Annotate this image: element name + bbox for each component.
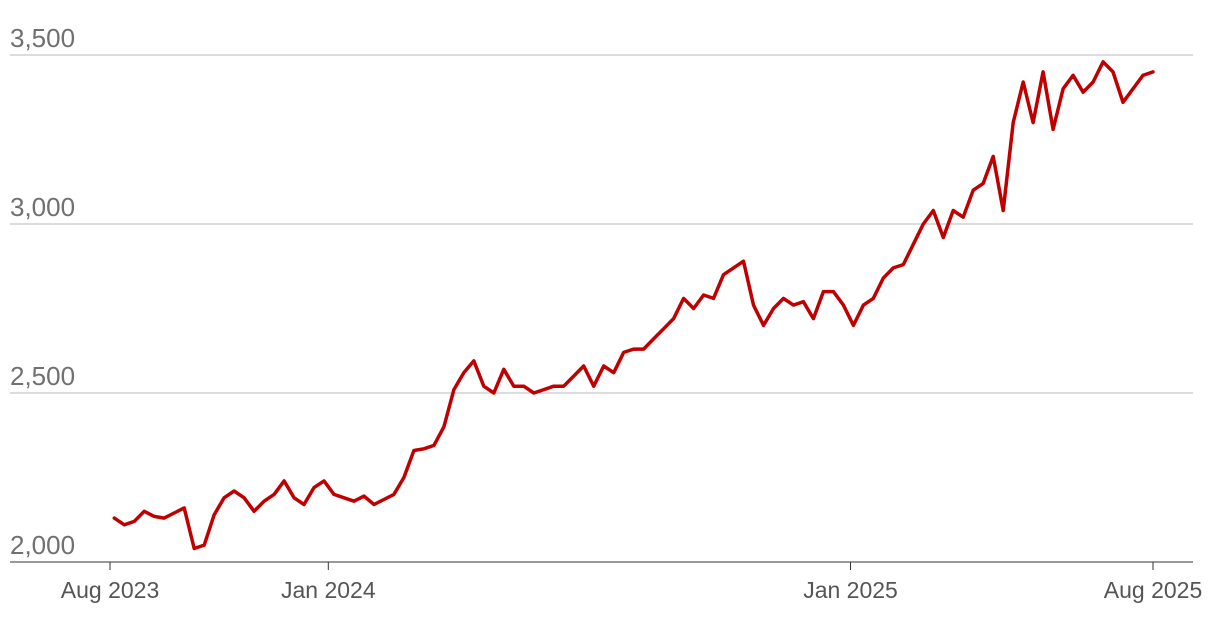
x-tick-label: Jan 2024 (281, 577, 376, 603)
y-tick-label: 2,500 (10, 361, 75, 391)
x-axis: Aug 2023 Jan 2024 Jan 2025 Aug 2025 (61, 562, 1202, 603)
x-tick-label: Aug 2025 (1104, 577, 1202, 603)
y-axis-labels: 2,000 2,500 3,000 3,500 (10, 23, 75, 560)
price-line (112, 60, 1155, 551)
y-tick-label: 3,000 (10, 192, 75, 222)
x-tick-label: Aug 2023 (61, 577, 159, 603)
y-tick-label: 2,000 (10, 530, 75, 560)
y-tick-label: 3,500 (10, 23, 75, 53)
gridlines (10, 54, 1193, 563)
x-tick-label: Jan 2025 (803, 577, 898, 603)
